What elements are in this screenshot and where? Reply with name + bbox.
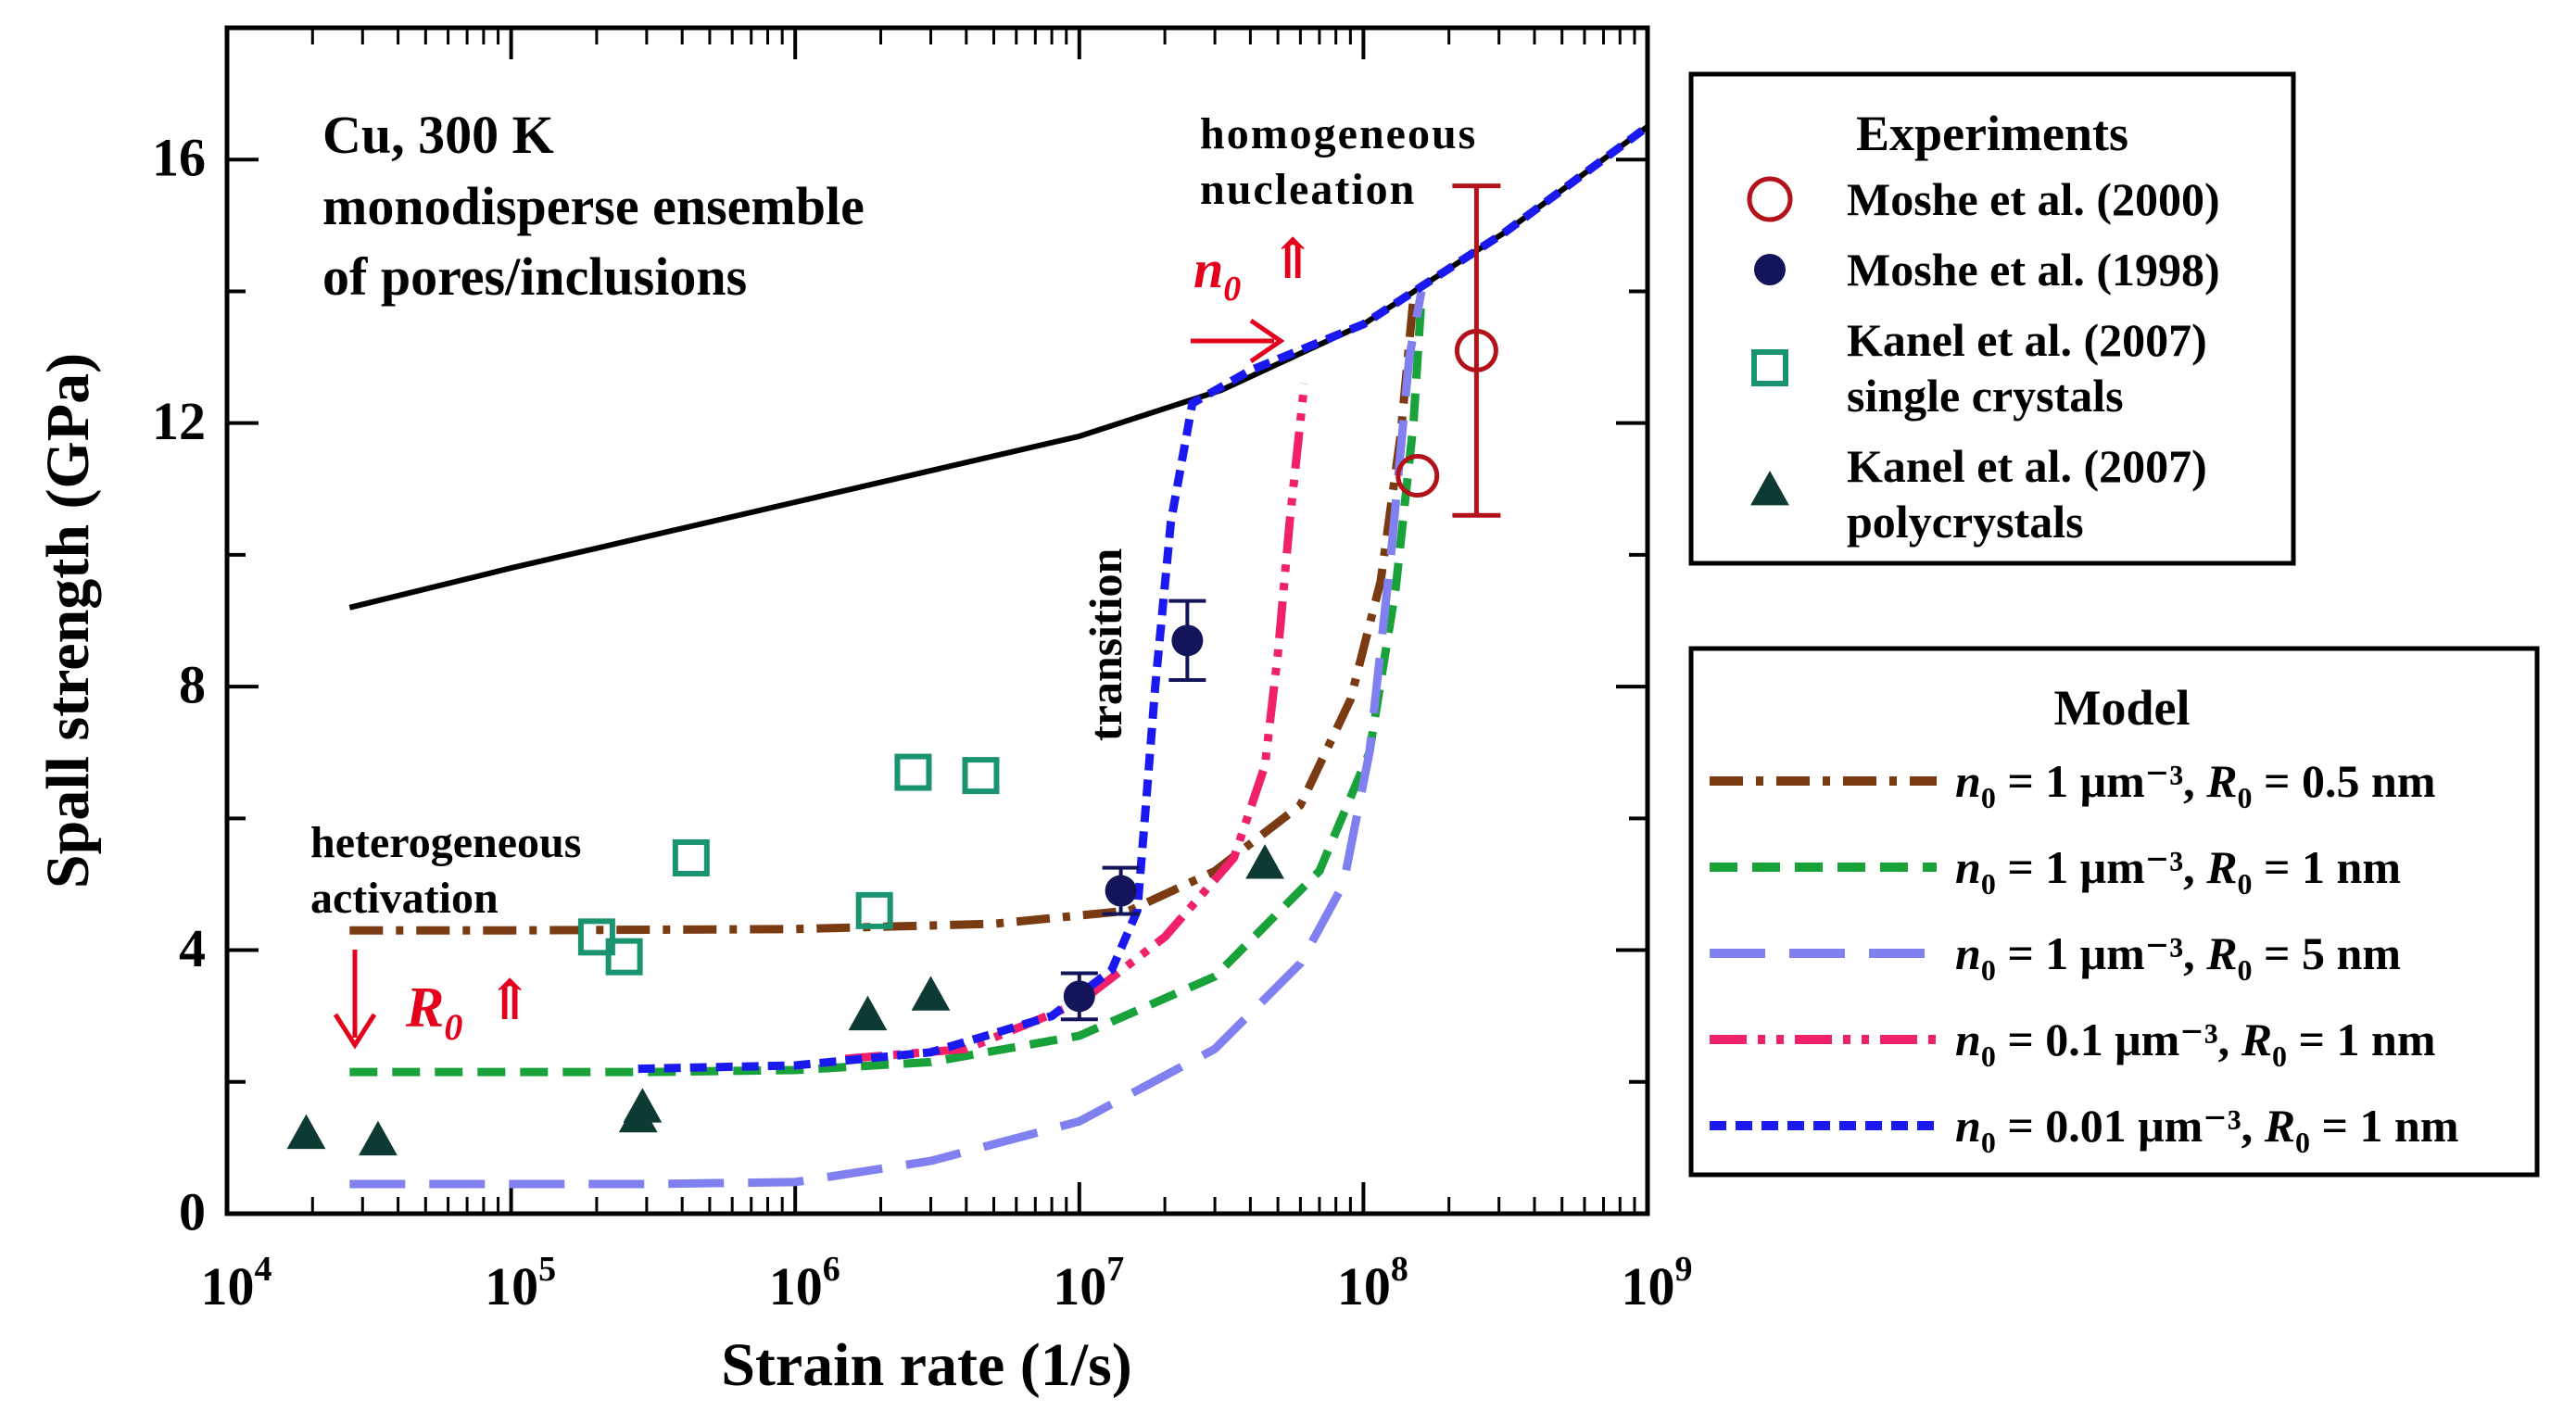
legend-label: Moshe et al. (2000) [1847,173,2220,225]
kanel-polycrystal-point [623,1088,663,1123]
legend-label: Moshe et al. (1998) [1847,244,2220,296]
up-double-arrow-icon: ⇑ [1269,229,1316,290]
moshe-2000-point [1395,454,1440,498]
homogeneous-annotation: homogeneous nucleation [1200,109,1477,214]
moshe-1998-point [1171,624,1204,657]
material-annotation: Cu, 300 K monodisperse ensemble of pores… [322,105,865,307]
x-tick-labels: 104 105 106 107 108 109 [201,1250,1693,1317]
experiments-legend-title: Experiments [1856,106,2128,161]
kanel-single-crystal-point [577,918,615,956]
experiments-legend-markers [1747,176,1793,506]
kanel-single-crystal-point [855,891,893,929]
up-double-arrow-icon: ⇑ [486,970,533,1031]
axis-ticks [225,26,1649,1216]
experiments-legend-box [1688,71,2296,566]
homogeneous-line-1: homogeneous [1200,109,1477,158]
kanel-polycrystal-point [848,995,888,1031]
x-tick-label: 105 [485,1250,556,1317]
legend-label: polycrystals [1847,496,2084,548]
homogeneous-line-2: nucleation [1200,165,1416,214]
material-line-1: Cu, 300 K [322,105,554,165]
kanel-single-crystal-point [894,753,932,791]
legend-label: Kanel et al. (2007) [1847,440,2207,492]
kanel-polycrystal-point [359,1120,398,1156]
R0-symbol: R0 [405,976,462,1048]
moshe-1998-point [1063,980,1095,1013]
x-tick-label: 107 [1053,1250,1124,1317]
moshe-2000-point [1454,328,1498,372]
kanel-single-crystal-point [672,839,710,876]
y-tick-label: 0 [179,1181,206,1241]
model-legend-items: n0 = 1 μm⁻³, R0 = 0.5 nm n0 = 1 μm⁻³, R0 … [1710,755,2459,1159]
model-curve [348,124,1648,611]
y-tick-labels: 0 4 8 12 16 [152,128,206,1242]
moshe-1998-point [1105,875,1137,907]
plot-frame [224,25,1650,1216]
filled-triangle-icon [1750,471,1789,506]
x-tick-label: 106 [769,1250,840,1317]
x-tick-label: 109 [1622,1250,1693,1317]
x-tick-label: 108 [1337,1250,1408,1317]
heterogeneous-annotation: heterogeneous activation [310,818,581,923]
y-tick-label: 16 [152,128,206,188]
open-circle-icon [1747,176,1793,222]
model-curve [844,383,1309,1064]
n0-increase-annotation: n0 ⇑ [1191,229,1316,364]
legend-label: Kanel et al. (2007) [1847,314,2207,366]
model-legend-label: n0 = 1 μm⁻³, R0 = 0.5 nm [1955,755,2436,814]
kanel-polycrystal-point [1245,844,1284,879]
x-tick-label: 104 [201,1250,272,1317]
y-tick-label: 4 [179,918,206,978]
model-legend-title: Model [2054,680,2191,736]
heterogeneous-line-2: activation [310,874,499,923]
kanel-single-crystal-point [962,757,1000,795]
model-curve [349,297,1418,935]
model-curves [348,123,1648,1189]
model-legend-box [1688,646,2540,1178]
transition-label: transition [1080,548,1131,741]
model-legend-label: n0 = 1 μm⁻³, R0 = 1 nm [1955,841,2401,901]
model-legend-label: n0 = 1 μm⁻³, R0 = 5 nm [1955,927,2401,987]
kanel-polycrystal-point [911,976,951,1011]
legend-label: single crystals [1847,370,2124,422]
model-legend-label: n0 = 0.01 μm⁻³, R0 = 1 nm [1955,1100,2459,1159]
x-axis-title: Strain rate (1/s) [721,1331,1132,1399]
kanel-single-crystal-point [605,938,643,976]
material-line-3: of pores/inclusions [322,246,747,307]
model-legend-label: n0 = 0.1 μm⁻³, R0 = 1 nm [1955,1014,2436,1073]
R0-increase-annotation: R0 ⇑ [333,950,533,1050]
right-arrow-head [1249,318,1285,364]
y-tick-label: 12 [152,391,206,451]
y-tick-label: 8 [179,654,206,714]
model-curve [349,290,1426,1189]
kanel-polycrystal-point [286,1114,326,1150]
filled-circle-icon [1754,254,1786,285]
experiment-points [286,183,1501,1156]
open-square-icon [1751,349,1788,386]
experiments-legend: Experiments Moshe et al. (2000) Moshe et… [1688,71,2296,566]
down-arrow-head [333,1013,377,1050]
material-line-2: monodisperse ensemble [322,176,865,236]
n0-symbol: n0 [1193,239,1241,309]
heterogeneous-line-1: heterogeneous [310,818,581,867]
model-curve [349,297,1426,1077]
model-curve [638,123,1648,1074]
y-axis-title: Spall strength (GPa) [34,353,102,888]
